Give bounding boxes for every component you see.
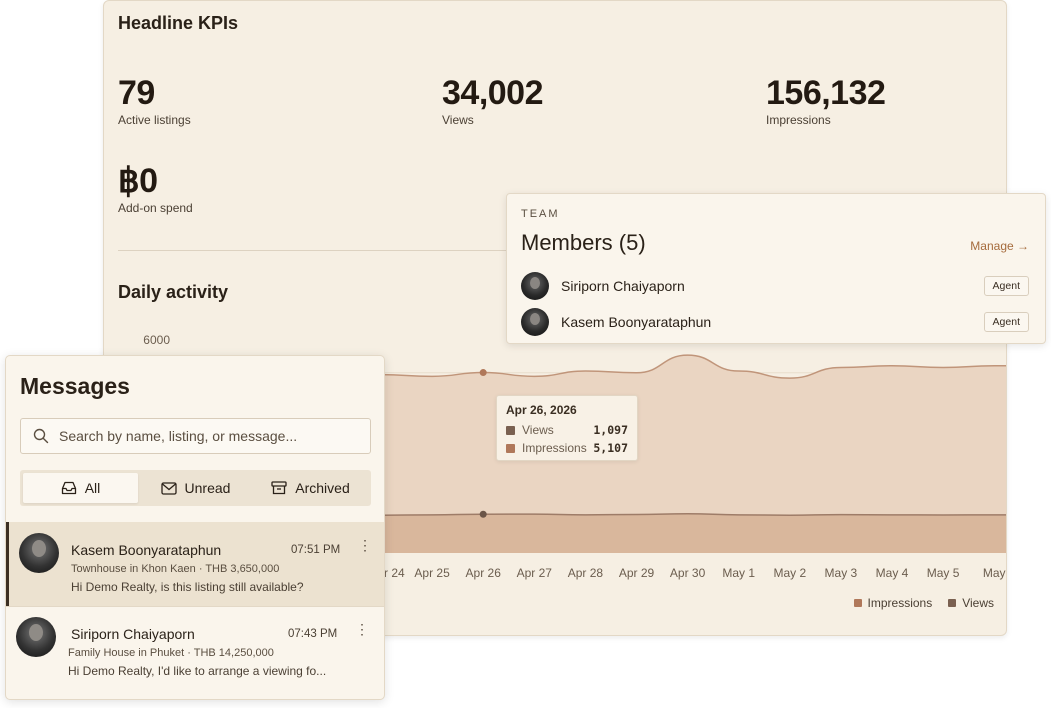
conversation-listing: Townhouse in Khon Kaen · THB 3,650,000 bbox=[71, 563, 280, 575]
conversation-name: Kasem Boonyarataphun bbox=[71, 542, 222, 558]
point-impressions[interactable] bbox=[479, 369, 487, 377]
tooltip-series-name: Views bbox=[522, 423, 554, 437]
messages-card: Messages All Unread bbox=[5, 355, 385, 700]
team-members-title: Members (5) bbox=[521, 230, 646, 255]
team-card: TEAM Members (5) Manage → Siriporn Chaiy… bbox=[506, 193, 1046, 344]
archive-icon bbox=[271, 481, 287, 495]
tooltip-value: 1,097 bbox=[593, 423, 628, 437]
tooltip-swatch bbox=[506, 443, 515, 453]
x-tick-label: Apr 27 bbox=[517, 566, 553, 580]
chart-x-axis: Apr 24 Apr 25 Apr 26 Apr 27 Apr 28 Apr 29 Apr … bbox=[369, 566, 1005, 580]
search-input[interactable] bbox=[59, 428, 359, 444]
x-tick-label: May bbox=[983, 566, 1006, 580]
tooltip-row-views: Views 1,097 bbox=[506, 421, 628, 439]
x-tick-label: May 4 bbox=[876, 566, 909, 580]
legend-label: Views bbox=[962, 596, 994, 610]
conversation-preview: Hi Demo Realty, is this listing still av… bbox=[71, 580, 304, 594]
more-options-icon[interactable]: ⋮ bbox=[358, 537, 372, 553]
team-eyebrow: TEAM bbox=[521, 208, 560, 220]
conversation-time: 07:43 PM bbox=[288, 628, 338, 640]
member-row[interactable]: Siriporn Chaiyaporn Agent bbox=[521, 271, 1029, 301]
tab-all[interactable]: All bbox=[23, 473, 138, 503]
line-views bbox=[183, 513, 1006, 520]
x-tick-label: Apr 29 bbox=[619, 566, 655, 580]
tooltip-row-impressions: Impressions 5,107 bbox=[506, 439, 628, 457]
avatar bbox=[521, 308, 549, 336]
role-badge: Agent bbox=[983, 276, 1029, 296]
tab-unread[interactable]: Unread bbox=[138, 473, 253, 503]
kpi-impressions: 156,132 Impressions bbox=[766, 73, 886, 127]
legend-item-views[interactable]: Views bbox=[948, 596, 994, 610]
manage-team-link[interactable]: Manage → bbox=[970, 239, 1029, 253]
avatar bbox=[19, 533, 59, 573]
x-tick-label: May 5 bbox=[927, 566, 960, 580]
x-tick-label: May 1 bbox=[722, 566, 755, 580]
y-tick-label: 6000 bbox=[143, 333, 170, 347]
member-name: Kasem Boonyarataphun bbox=[561, 314, 712, 330]
kpi-value: 156,132 bbox=[766, 74, 886, 112]
kpi-addon-spend: ฿0 Add-on spend bbox=[118, 161, 193, 215]
member-name: Siriporn Chaiyaporn bbox=[561, 278, 685, 294]
area-views bbox=[184, 513, 1006, 553]
tab-label: Unread bbox=[184, 480, 231, 496]
message-filter-tabs: All Unread Archived bbox=[20, 470, 371, 506]
inbox-icon bbox=[61, 481, 76, 495]
tooltip-swatch bbox=[506, 425, 515, 435]
member-row[interactable]: Kasem Boonyarataphun Agent bbox=[521, 307, 1029, 337]
x-tick-label: Apr 28 bbox=[568, 566, 604, 580]
conversation-time: 07:51 PM bbox=[291, 544, 341, 556]
tooltip-series-name: Impressions bbox=[522, 441, 587, 455]
conversation-listing: Family House in Phuket · THB 14,250,000 bbox=[68, 647, 274, 659]
tab-label: Archived bbox=[295, 480, 350, 496]
more-options-icon[interactable]: ⋮ bbox=[355, 621, 369, 637]
kpi-label: Impressions bbox=[766, 113, 831, 127]
x-tick-label: Apr 30 bbox=[670, 566, 706, 580]
messages-title: Messages bbox=[20, 373, 130, 399]
tooltip-value: 5,107 bbox=[593, 441, 628, 455]
kpi-value: ฿0 bbox=[118, 162, 158, 200]
kpi-label: Active listings bbox=[118, 113, 191, 127]
x-tick-label: Apr 25 bbox=[414, 566, 450, 580]
legend-swatch bbox=[948, 599, 957, 607]
conversation-item[interactable]: Siriporn Chaiyaporn 07:43 PM ⋮ Family Ho… bbox=[6, 606, 384, 690]
kpi-value: 34,002 bbox=[442, 74, 544, 112]
legend-item-impressions[interactable]: Impressions bbox=[853, 596, 933, 610]
search-box[interactable] bbox=[20, 418, 371, 454]
kpi-active-listings: 79 Active listings bbox=[118, 73, 191, 127]
role-badge: Agent bbox=[983, 312, 1029, 332]
x-tick-label: May 2 bbox=[773, 566, 806, 580]
kpi-value: 79 bbox=[118, 74, 155, 112]
tooltip-date: Apr 26, 2026 bbox=[506, 403, 577, 417]
legend-label: Impressions bbox=[867, 596, 933, 610]
chart-legend: Impressions Views bbox=[853, 596, 994, 610]
daily-activity-title: Daily activity bbox=[118, 282, 229, 302]
avatar bbox=[16, 617, 56, 657]
legend-swatch bbox=[853, 599, 862, 607]
conversation-item[interactable]: Kasem Boonyarataphun 07:51 PM ⋮ Townhous… bbox=[6, 522, 384, 606]
x-tick-label: May 3 bbox=[825, 566, 858, 580]
line-impressions bbox=[183, 354, 1006, 380]
conversation-name: Siriporn Chaiyaporn bbox=[71, 626, 195, 642]
conversation-divider bbox=[6, 606, 384, 607]
kpi-label: Add-on spend bbox=[118, 201, 193, 215]
x-tick-label: Apr 26 bbox=[466, 566, 502, 580]
tab-label: All bbox=[84, 480, 101, 496]
kpi-views: 34,002 Views bbox=[442, 73, 544, 127]
point-views[interactable] bbox=[479, 510, 487, 518]
search-icon bbox=[33, 428, 49, 444]
kpi-title: Headline KPIs bbox=[118, 13, 239, 33]
conversation-preview: Hi Demo Realty, I'd like to arrange a vi… bbox=[68, 664, 327, 678]
avatar bbox=[521, 272, 549, 300]
kpi-label: Views bbox=[442, 113, 474, 127]
tab-archived[interactable]: Archived bbox=[253, 473, 368, 503]
chart-tooltip: Apr 26, 2026 Views 1,097 Impressions 5,1… bbox=[496, 395, 638, 461]
envelope-icon bbox=[160, 481, 177, 495]
